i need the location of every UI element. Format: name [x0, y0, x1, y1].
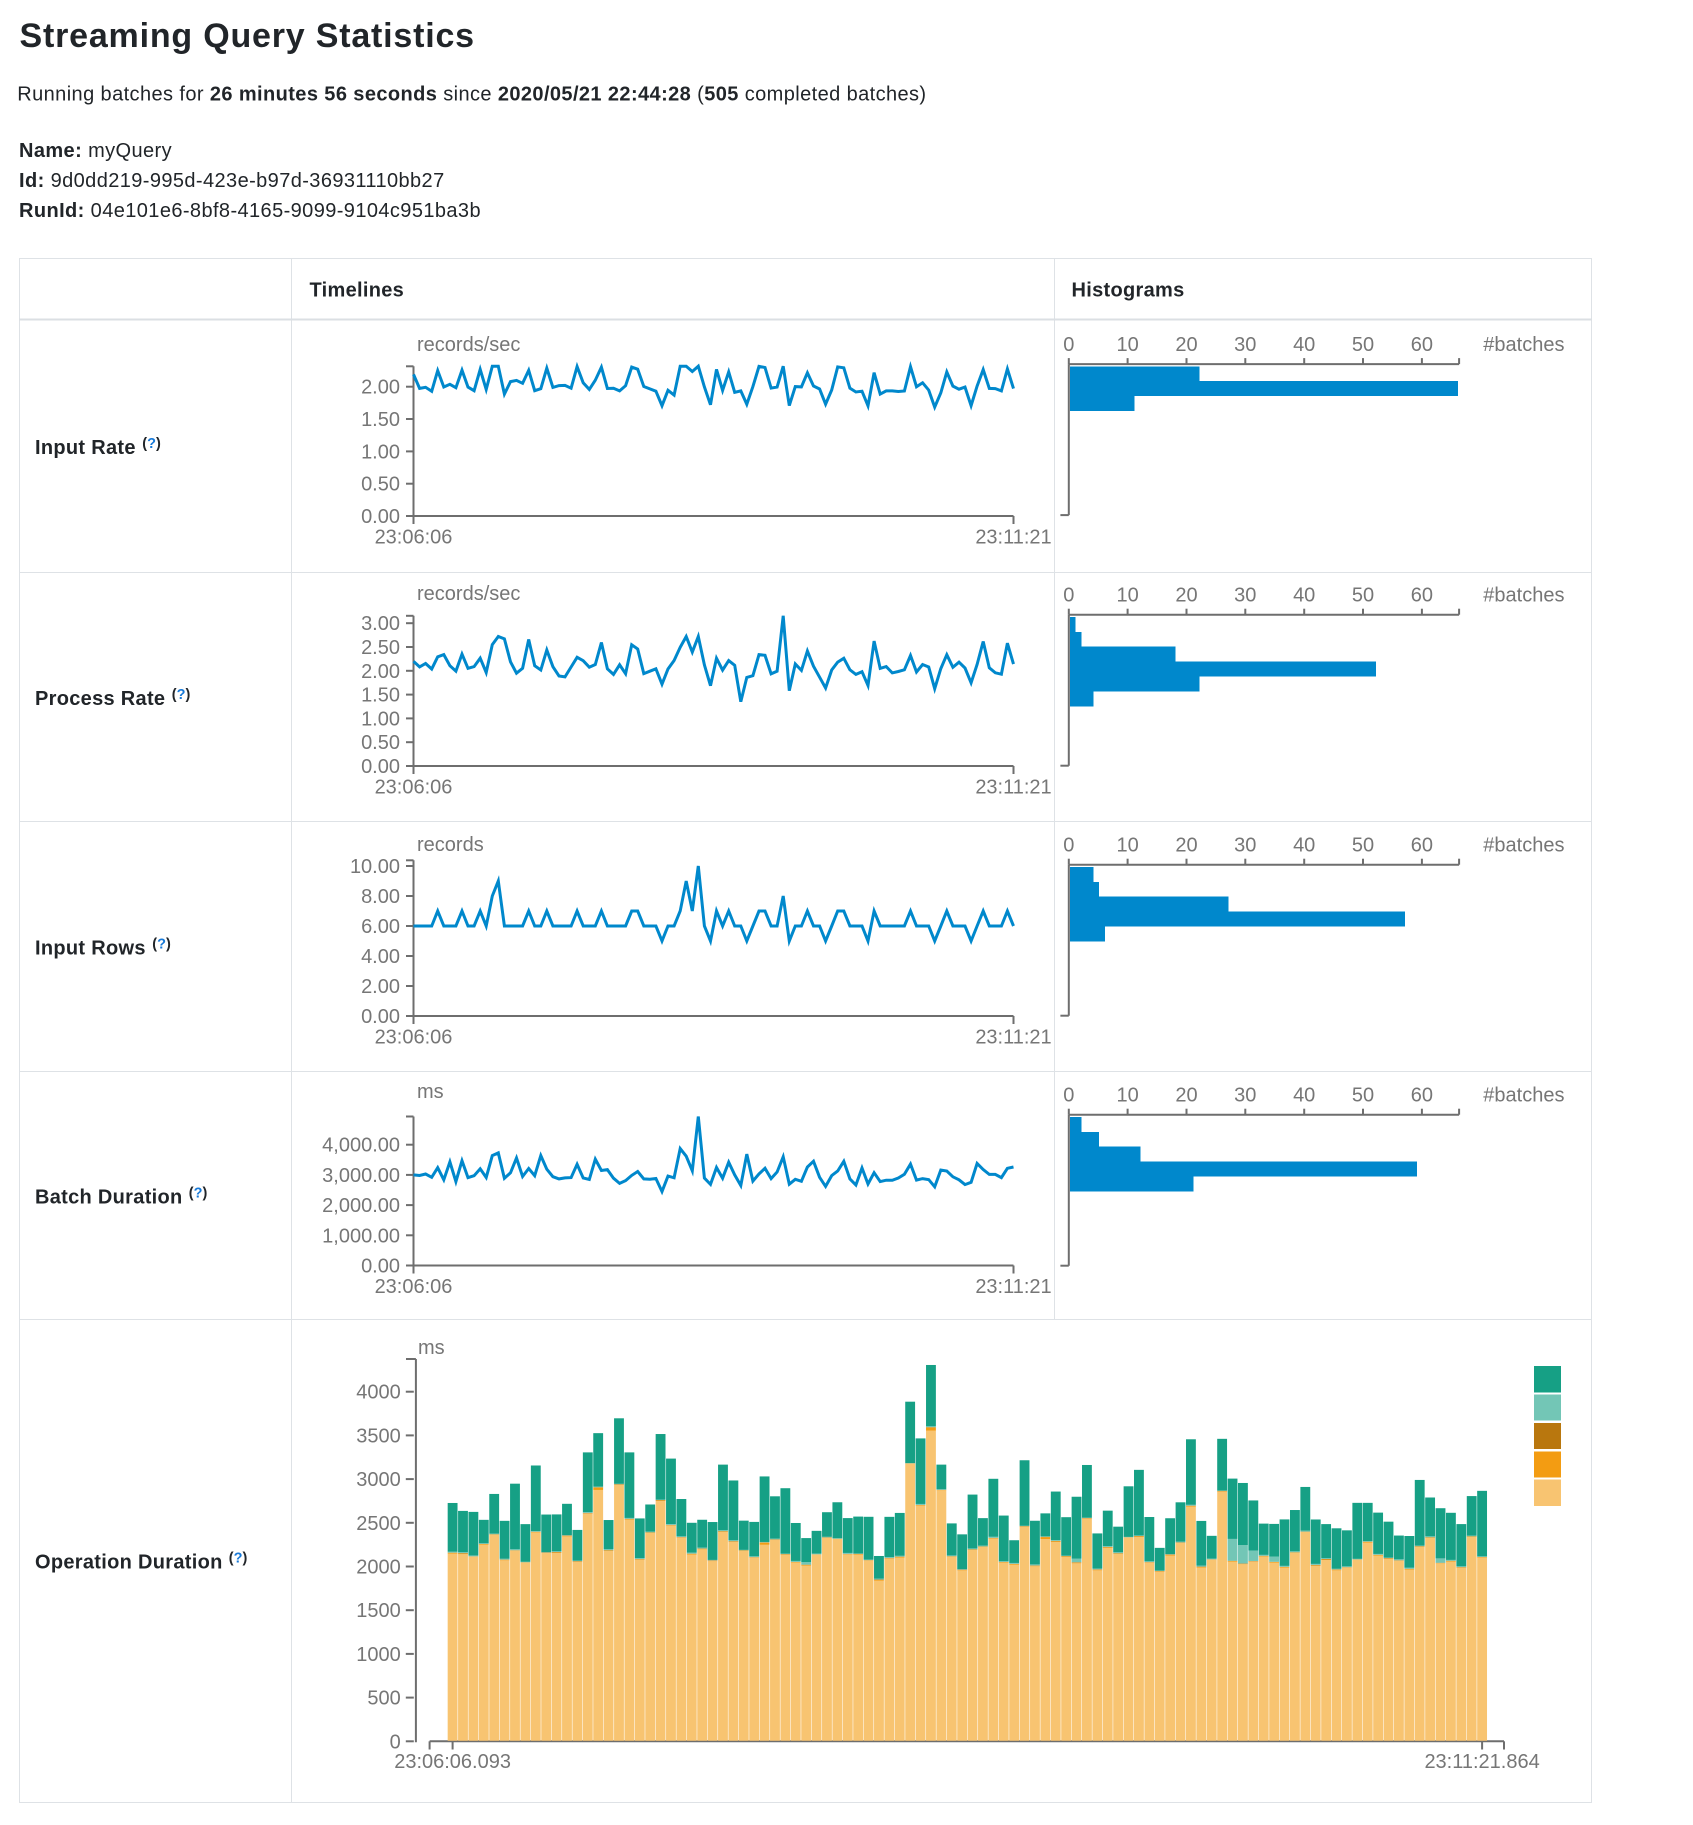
svg-text:3.00: 3.00 [361, 613, 400, 635]
svg-text:23:11:21.864: 23:11:21.864 [1424, 1751, 1539, 1773]
svg-text:#batches: #batches [1483, 835, 1564, 857]
svg-text:Process Rate: Process Rate [35, 688, 165, 710]
svg-text:2.00: 2.00 [361, 377, 400, 399]
svg-text:Histograms: Histograms [1072, 280, 1185, 302]
svg-text:ms: ms [417, 1081, 444, 1103]
svg-text:Input Rate: Input Rate [35, 437, 136, 459]
svg-text:Timelines: Timelines [310, 280, 405, 302]
svg-text:50: 50 [1352, 585, 1374, 607]
svg-text:1.00: 1.00 [361, 441, 400, 463]
svg-text:(?): (?) [152, 936, 171, 952]
svg-text:23:11:21: 23:11:21 [975, 777, 1051, 799]
svg-text:10: 10 [1116, 585, 1138, 607]
svg-text:2.00: 2.00 [361, 976, 400, 998]
svg-text:50: 50 [1352, 1085, 1374, 1107]
svg-text:23:06:06: 23:06:06 [375, 527, 453, 549]
svg-text:10: 10 [1116, 1085, 1138, 1107]
svg-text:20: 20 [1175, 1085, 1197, 1107]
svg-text:30: 30 [1234, 835, 1256, 857]
svg-text:Operation Duration: Operation Duration [35, 1552, 223, 1574]
svg-text:(?): (?) [229, 1551, 248, 1567]
svg-text:records/sec: records/sec [417, 583, 520, 605]
svg-text:#batches: #batches [1483, 585, 1564, 607]
svg-text:Input Rows: Input Rows [35, 937, 146, 959]
svg-text:6.00: 6.00 [361, 916, 400, 938]
svg-text:10: 10 [1116, 334, 1138, 356]
svg-text:23:11:21: 23:11:21 [975, 1027, 1051, 1049]
svg-text:0.00: 0.00 [361, 756, 400, 778]
svg-text:#batches: #batches [1483, 1085, 1564, 1107]
svg-text:1,000.00: 1,000.00 [322, 1225, 400, 1247]
svg-text:3,000.00: 3,000.00 [322, 1165, 400, 1187]
svg-text:20: 20 [1175, 334, 1197, 356]
svg-text:Id: 9d0dd219-995d-423e-b97d-36: Id: 9d0dd219-995d-423e-b97d-36931110bb27 [19, 170, 445, 192]
svg-text:4000: 4000 [356, 1382, 401, 1404]
svg-text:23:06:06.093: 23:06:06.093 [394, 1751, 511, 1773]
svg-text:#batches: #batches [1483, 334, 1564, 356]
svg-text:ms: ms [418, 1337, 445, 1359]
svg-text:40: 40 [1293, 835, 1315, 857]
svg-text:1500: 1500 [356, 1600, 401, 1622]
svg-text:0.00: 0.00 [361, 1256, 400, 1278]
svg-text:(?): (?) [189, 1185, 208, 1201]
svg-text:0: 0 [1063, 1085, 1074, 1107]
svg-text:23:06:06: 23:06:06 [375, 1027, 453, 1049]
svg-text:60: 60 [1411, 334, 1433, 356]
svg-text:20: 20 [1175, 835, 1197, 857]
svg-text:0.50: 0.50 [361, 474, 400, 496]
svg-text:0: 0 [1063, 835, 1074, 857]
svg-text:2.00: 2.00 [361, 661, 400, 683]
svg-text:23:11:21: 23:11:21 [975, 1276, 1051, 1298]
svg-text:60: 60 [1411, 1085, 1433, 1107]
svg-text:0.50: 0.50 [361, 732, 400, 754]
svg-text:60: 60 [1411, 835, 1433, 857]
svg-text:Name: myQuery: Name: myQuery [19, 140, 172, 162]
svg-text:40: 40 [1293, 585, 1315, 607]
svg-text:50: 50 [1352, 835, 1374, 857]
svg-text:30: 30 [1234, 585, 1256, 607]
svg-text:23:11:21: 23:11:21 [975, 527, 1051, 549]
svg-text:40: 40 [1293, 334, 1315, 356]
svg-text:23:06:06: 23:06:06 [375, 777, 453, 799]
svg-text:0.00: 0.00 [361, 506, 400, 528]
svg-text:8.00: 8.00 [361, 886, 400, 908]
svg-text:60: 60 [1411, 585, 1433, 607]
svg-text:(?): (?) [172, 687, 191, 703]
svg-text:4.00: 4.00 [361, 946, 400, 968]
svg-text:1.50: 1.50 [361, 409, 400, 431]
svg-text:RunId: 04e101e6-8bf8-4165-9099: RunId: 04e101e6-8bf8-4165-9099-9104c951b… [19, 200, 481, 222]
svg-text:1.50: 1.50 [361, 685, 400, 707]
svg-text:20: 20 [1175, 585, 1197, 607]
svg-text:(?): (?) [142, 436, 161, 452]
svg-text:3000: 3000 [356, 1469, 401, 1491]
svg-text:1.00: 1.00 [361, 708, 400, 730]
svg-text:records: records [417, 834, 484, 856]
svg-text:10.00: 10.00 [350, 856, 400, 878]
svg-text:2000: 2000 [356, 1557, 401, 1579]
svg-text:30: 30 [1234, 334, 1256, 356]
svg-text:Streaming Query Statistics: Streaming Query Statistics [20, 17, 475, 55]
svg-text:500: 500 [367, 1688, 400, 1710]
svg-text:23:06:06: 23:06:06 [375, 1276, 453, 1298]
svg-text:40: 40 [1293, 1085, 1315, 1107]
svg-text:records/sec: records/sec [417, 334, 520, 356]
svg-text:50: 50 [1352, 334, 1374, 356]
svg-text:Batch Duration: Batch Duration [35, 1186, 183, 1208]
svg-text:30: 30 [1234, 1085, 1256, 1107]
svg-text:2500: 2500 [356, 1513, 401, 1535]
svg-text:1000: 1000 [356, 1644, 401, 1666]
svg-text:4,000.00: 4,000.00 [322, 1135, 400, 1157]
svg-text:0: 0 [1063, 334, 1074, 356]
svg-text:2,000.00: 2,000.00 [322, 1195, 400, 1217]
svg-text:Running batches for 26 minutes: Running batches for 26 minutes 56 second… [17, 83, 926, 105]
svg-text:0.00: 0.00 [361, 1006, 400, 1028]
svg-text:0: 0 [1063, 585, 1074, 607]
svg-text:2.50: 2.50 [361, 637, 400, 659]
svg-text:3500: 3500 [356, 1425, 401, 1447]
svg-text:10: 10 [1116, 835, 1138, 857]
